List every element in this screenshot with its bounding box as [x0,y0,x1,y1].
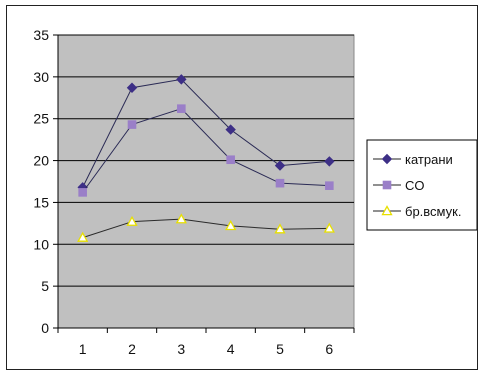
y-tick-label: 15 [33,194,49,210]
data-point-s1-5 [325,181,334,190]
legend-marker-1 [382,180,392,190]
data-point-s1-2 [177,104,186,113]
plot-area [57,34,355,329]
data-point-s0-5 [324,156,335,167]
x-tick-label: 6 [325,341,333,357]
y-tick-label: 30 [33,69,49,85]
legend-marker-2 [381,205,393,216]
legend-label-0: катрани [405,152,453,167]
data-point-s1-4 [275,178,285,188]
data-point-s0-1 [126,82,138,93]
x-tick-label: 4 [227,341,235,357]
y-tick-label: 5 [41,278,49,294]
y-tick-label: 20 [33,153,49,169]
data-point-s2-3 [225,220,237,231]
data-point-s0-4 [274,160,286,171]
data-point-s1-1 [127,120,137,129]
y-tick-label: 35 [33,27,49,43]
y-tick-label: 0 [41,320,49,336]
data-point-s0-2 [176,74,187,85]
data-point-s1-3 [226,155,235,165]
x-tick-label: 1 [79,341,87,357]
data-point-s1-0 [78,188,87,197]
y-tick-label: 10 [33,236,49,252]
data-point-s0-3 [225,124,236,135]
x-tick-label: 3 [177,341,185,357]
legend-label-1: CO [405,178,425,193]
series-line-1 [82,108,330,193]
x-tick-label: 2 [128,341,136,357]
chart-frame: 0 5 10 15 20 25 30 35 1 2 3 4 5 6 катрани CO бр.всмук. [6,5,478,370]
legend-marker-0 [381,153,393,165]
data-point-s2-4 [274,223,286,234]
data-point-s2-0 [77,231,89,242]
data-point-s2-2 [175,213,187,224]
series-line-0 [82,78,330,188]
data-point-s2-1 [126,215,138,226]
x-tick-label: 5 [276,341,284,357]
line-chart: 0 5 10 15 20 25 30 35 1 2 3 4 5 6 катрани CO бр.всмук. [33,27,477,357]
legend-label-2: бр.всмук. [405,204,461,219]
data-point-s2-5 [323,222,335,233]
series-line-2 [82,218,330,239]
y-tick-label: 25 [33,111,49,127]
